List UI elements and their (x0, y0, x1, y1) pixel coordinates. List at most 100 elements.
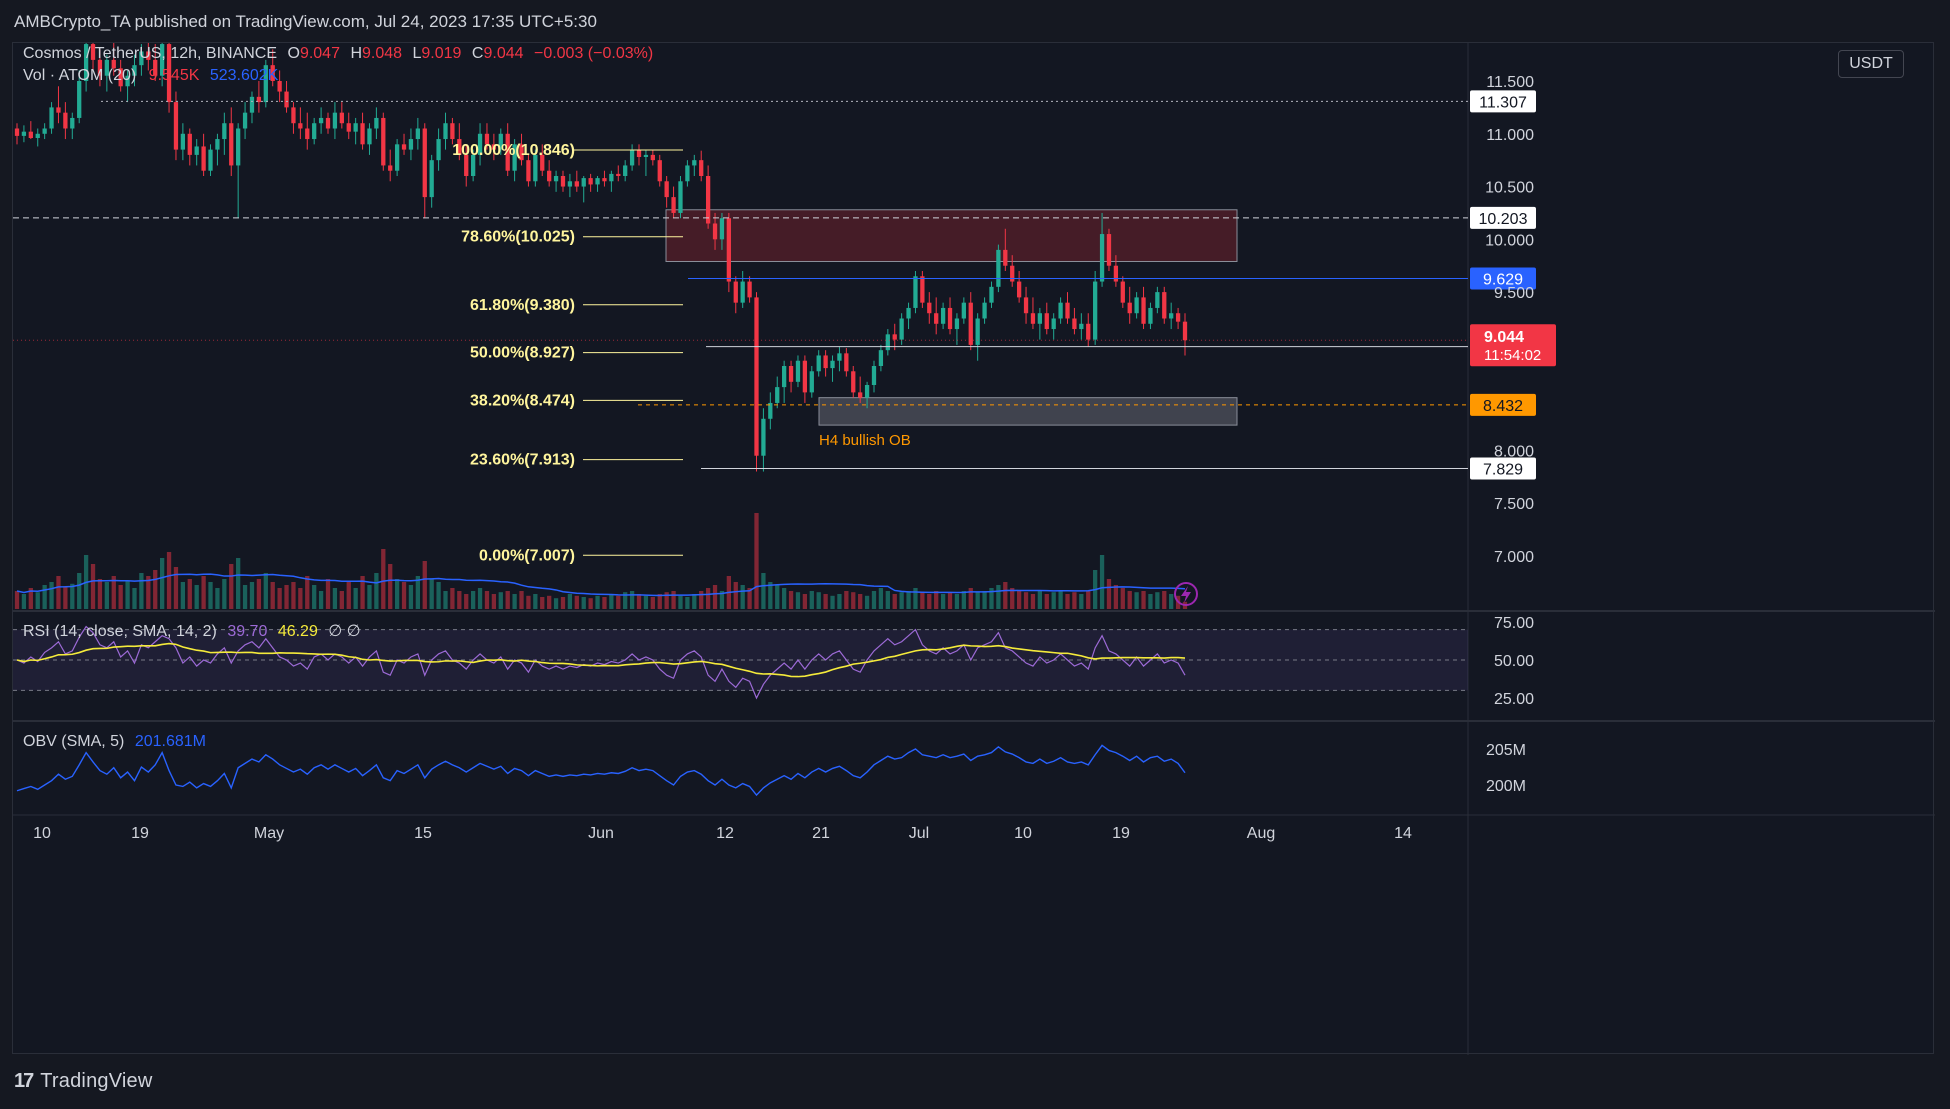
volume-bar (553, 598, 559, 609)
currency-button[interactable]: USDT (1838, 50, 1904, 78)
volume-bar (899, 592, 904, 609)
candle-body (118, 68, 123, 87)
volume-bar (636, 594, 642, 609)
volume-bar (408, 585, 414, 609)
candle-body (77, 81, 82, 118)
candle (443, 112, 448, 150)
volume-bar (864, 595, 870, 609)
volume-bar (1072, 592, 1077, 609)
candle (56, 86, 61, 124)
chart-panel[interactable]: H4 bullish OB11.30710.2039.6298.9838.432… (12, 42, 1935, 1055)
candle-body (325, 117, 331, 129)
candle-body (1051, 318, 1056, 330)
candle-body (650, 154, 655, 161)
volume-bar (63, 586, 68, 609)
candle-body (533, 154, 538, 182)
candle-body (782, 366, 787, 388)
rsi-line (16, 625, 1186, 700)
price-tick: 7.500 (1494, 496, 1534, 513)
volume-bar (132, 588, 137, 609)
candle (118, 59, 123, 92)
price-tick: 10.000 (1485, 232, 1534, 249)
candle (795, 355, 801, 388)
volume-bar (1079, 594, 1084, 609)
volume-bar (1023, 592, 1029, 609)
candle-body (457, 139, 462, 155)
volume-bar (775, 585, 780, 609)
candle (892, 323, 897, 351)
candle (878, 344, 884, 372)
candle (913, 271, 918, 314)
candle-body (636, 149, 642, 157)
candle (42, 123, 47, 140)
candle (906, 302, 911, 330)
volume-bar (885, 591, 890, 609)
candle (415, 117, 420, 150)
candle-body (470, 154, 476, 176)
candle (70, 112, 75, 140)
candle-body (1023, 297, 1029, 314)
candle (1182, 313, 1188, 356)
candle (312, 117, 317, 145)
candle-body (1072, 318, 1077, 330)
candle-body (381, 117, 386, 166)
candle (809, 366, 814, 398)
volume-bar (657, 594, 662, 609)
time-tick: 21 (812, 825, 830, 842)
fib-label: 61.80%(9.380) (470, 297, 575, 314)
candle-body (28, 131, 33, 138)
candle-body (871, 366, 877, 385)
candle (664, 176, 669, 208)
time-tick: May (254, 825, 284, 842)
candle (768, 392, 773, 430)
volume-bar (982, 591, 987, 609)
candle (581, 176, 586, 203)
candle (201, 133, 206, 176)
candle-body (56, 107, 61, 113)
obv-value: 201.681M (134, 733, 206, 750)
candle (1148, 302, 1153, 330)
candle (180, 123, 186, 161)
candle-body (477, 133, 483, 155)
candle-body (14, 128, 20, 136)
volume-bar (201, 576, 206, 609)
candle (560, 170, 566, 192)
candle (450, 117, 455, 145)
candle (1120, 276, 1125, 308)
level-badge-text: 7.829 (1483, 461, 1523, 478)
volume-bar (70, 583, 75, 609)
lightning-icon-bolt (1181, 586, 1191, 603)
bearish-zone-box (665, 209, 1238, 262)
volume-bar (685, 597, 690, 609)
volume-bar (1169, 594, 1174, 609)
candle (1155, 286, 1160, 314)
volume-bar (940, 594, 946, 609)
volume-bar (629, 591, 635, 609)
level-badge (1470, 457, 1536, 480)
candle-body (291, 107, 296, 124)
candle (1113, 255, 1119, 287)
volume-bar (913, 588, 918, 609)
volume-bar (747, 588, 752, 609)
candle (1134, 292, 1139, 319)
candle-body (747, 281, 752, 298)
volume-bar (1148, 594, 1153, 609)
candle (90, 43, 96, 71)
tradingview-logo[interactable]: 17 TradingView (14, 1070, 153, 1093)
candle-body (401, 144, 407, 150)
candle (616, 165, 621, 182)
volume-bar (229, 564, 234, 609)
price-tick: 7.000 (1494, 549, 1534, 566)
volume-bar (871, 591, 877, 609)
candle-body (1086, 323, 1091, 340)
chart-svg[interactable]: H4 bullish OB11.30710.2039.6298.9838.432… (13, 43, 1935, 1055)
candle (1093, 271, 1098, 345)
volume-bar (595, 595, 600, 609)
volume-bar (153, 570, 158, 609)
candle-body (553, 176, 559, 182)
candle (595, 176, 600, 192)
volume-bar (484, 591, 490, 609)
volume-bar (837, 594, 842, 609)
candle-body (1065, 302, 1070, 319)
candle-body (795, 360, 801, 382)
